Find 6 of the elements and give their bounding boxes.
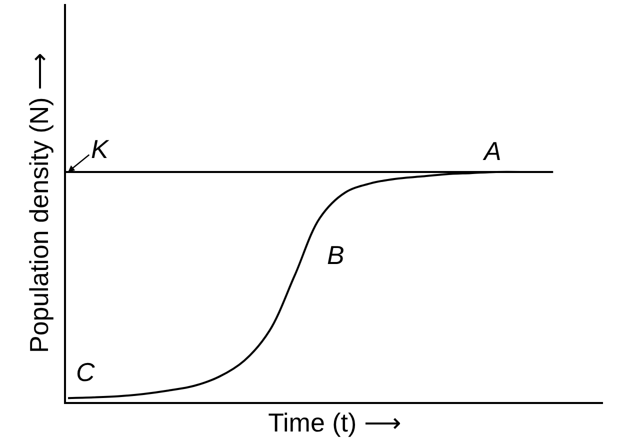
- y-axis-title: Population density (N) ⟶: [24, 52, 54, 354]
- legend-label: K: [91, 134, 110, 164]
- annotation: C: [76, 357, 95, 387]
- x-axis-title: Time (t) ⟶: [268, 408, 401, 438]
- annotation: B: [327, 240, 344, 270]
- text: A: [482, 136, 502, 166]
